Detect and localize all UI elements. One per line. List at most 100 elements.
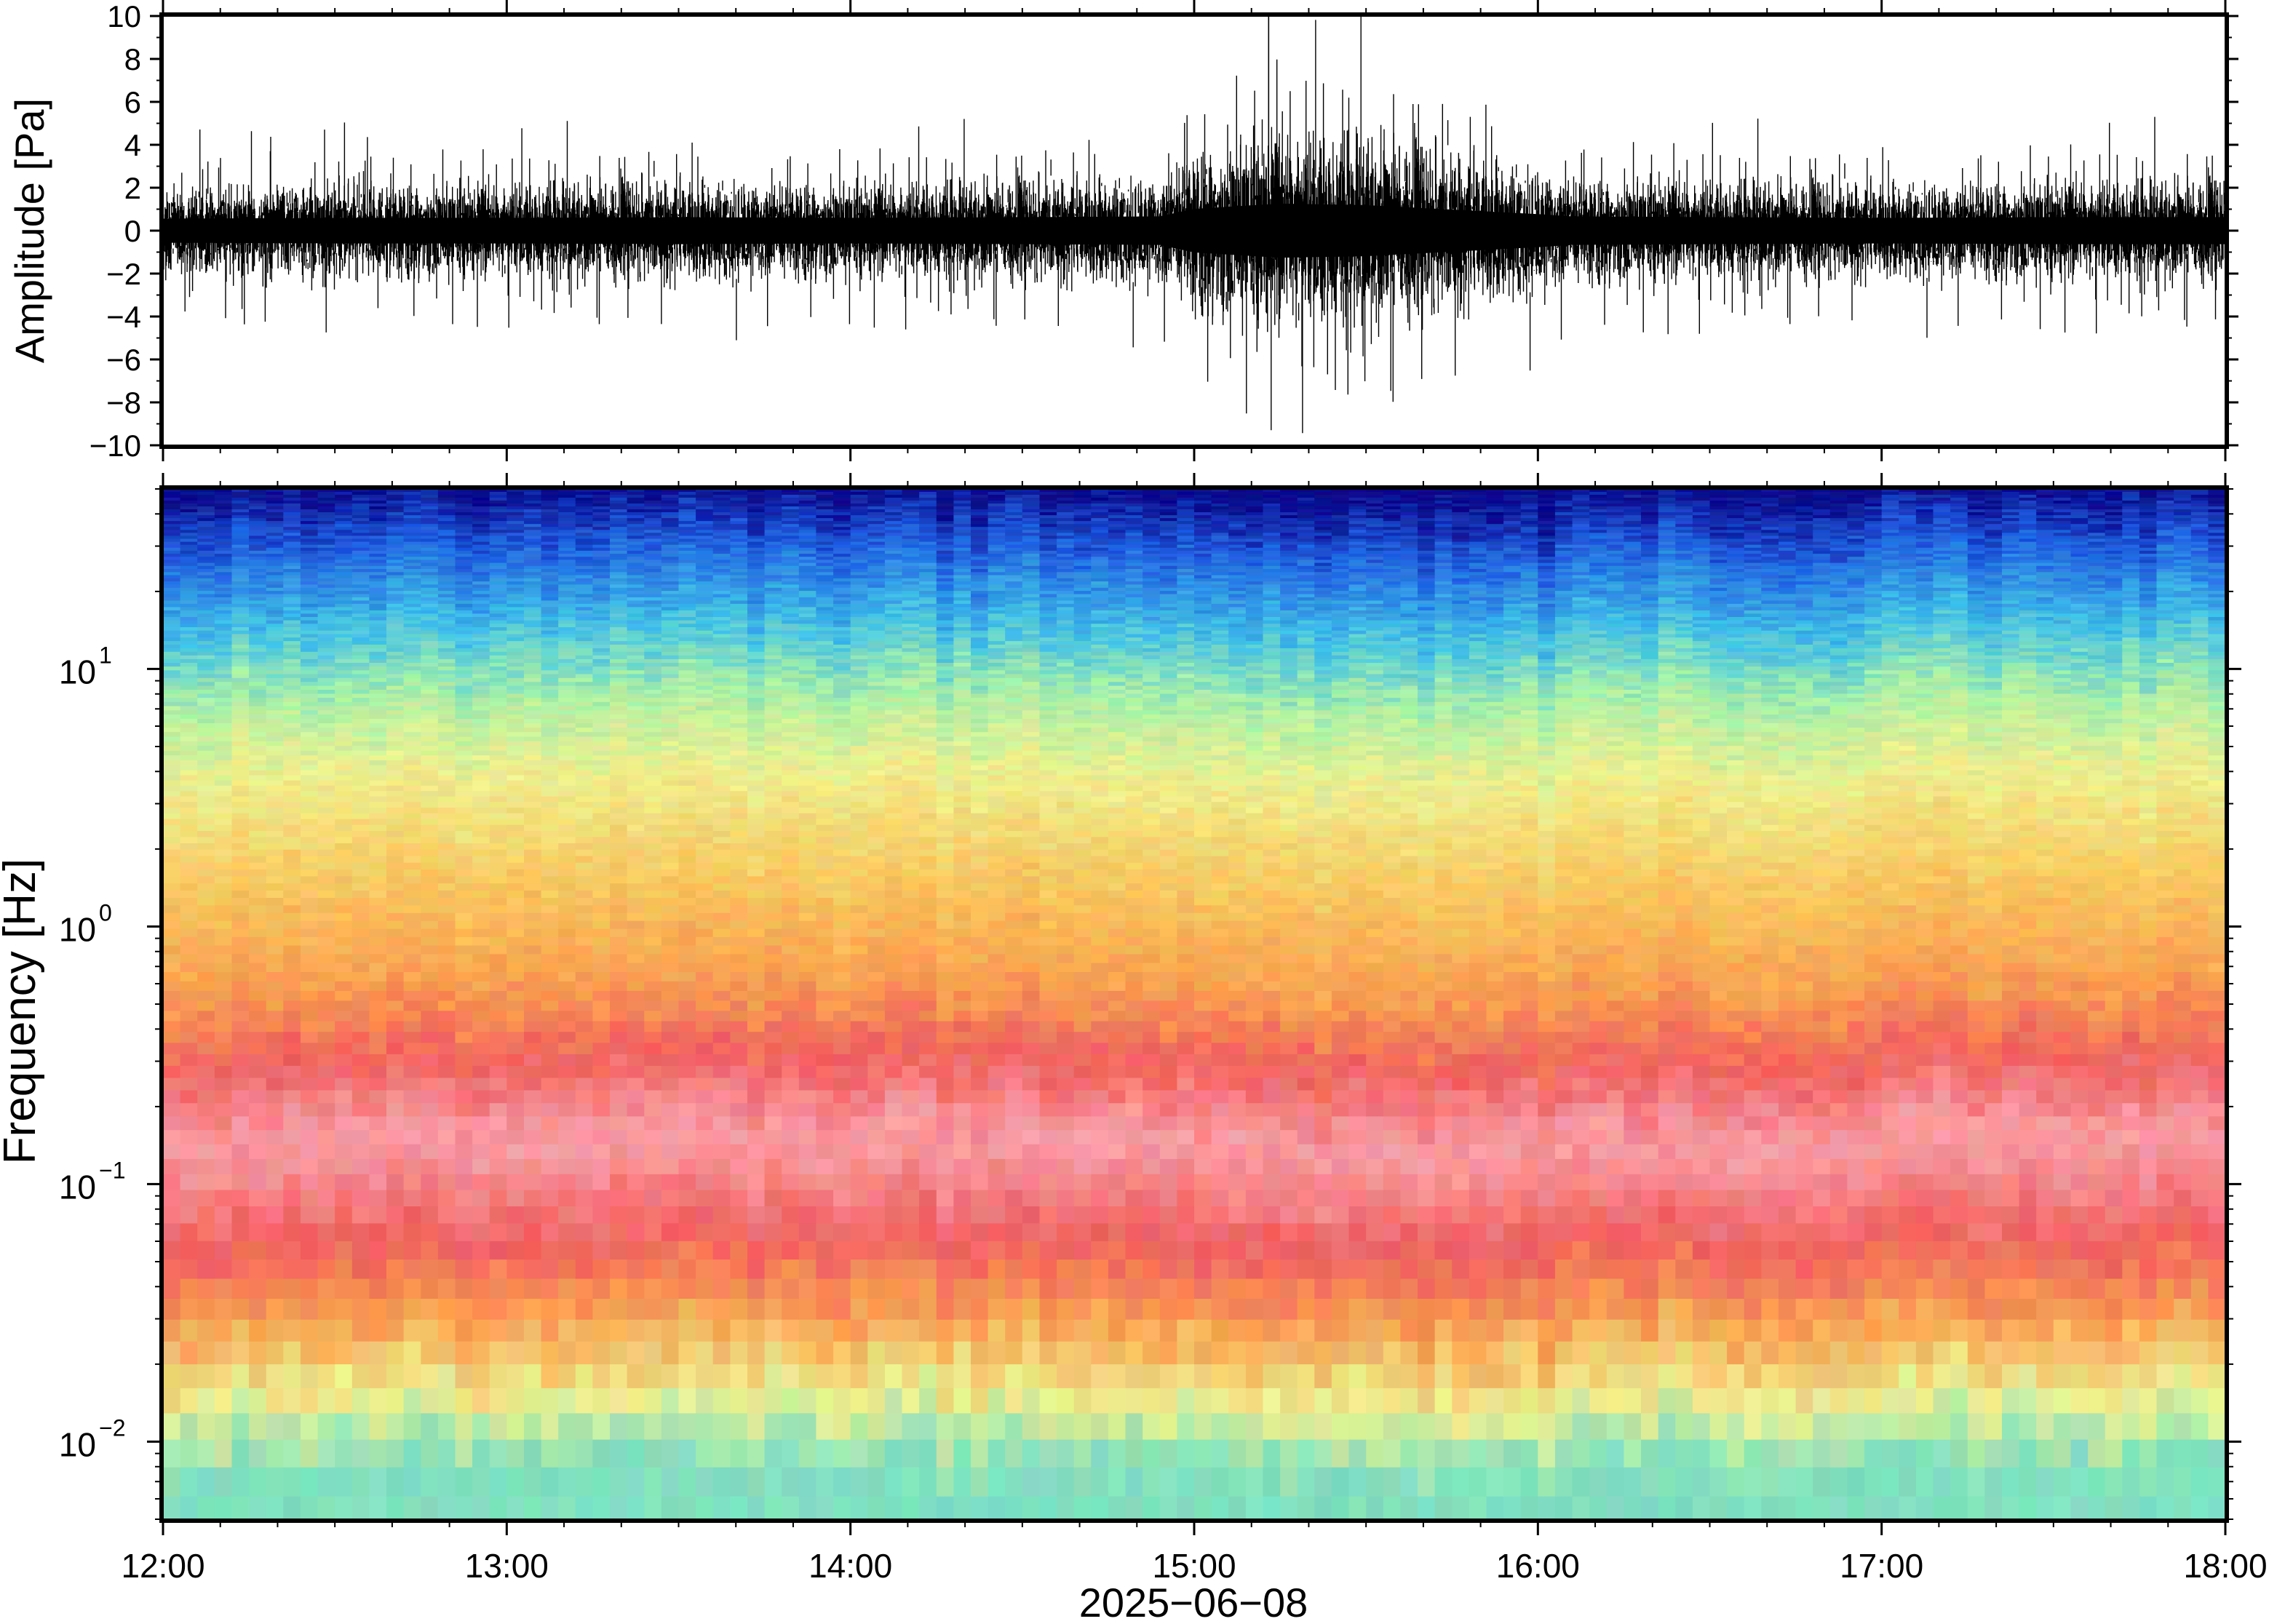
spectrogram-cell bbox=[558, 591, 576, 595]
spectrogram-cell bbox=[678, 785, 696, 792]
spectrogram-cell bbox=[712, 1130, 731, 1145]
spectrogram-cell bbox=[610, 770, 628, 776]
spectrogram-cell bbox=[231, 1319, 250, 1342]
spectrogram-cell bbox=[283, 785, 301, 792]
spectrogram-cell bbox=[266, 1467, 285, 1497]
spectrogram-cell bbox=[489, 796, 508, 803]
spectrogram-cell bbox=[317, 780, 335, 787]
spectrogram-cell bbox=[558, 693, 576, 698]
waveform-series bbox=[163, 16, 2225, 434]
spectrogram-cell bbox=[455, 928, 473, 938]
spectrogram-cell bbox=[712, 627, 731, 632]
spectrogram-cell bbox=[403, 509, 421, 513]
spectrogram-cell bbox=[524, 750, 542, 756]
spectrogram-cell bbox=[489, 530, 508, 533]
spectrogram-cell bbox=[541, 981, 559, 992]
spectrogram-cell bbox=[644, 849, 662, 857]
spectrogram-cell bbox=[489, 1158, 508, 1175]
spectrogram-cell bbox=[696, 554, 714, 557]
spectrogram-cell bbox=[403, 802, 421, 808]
spectrogram-cell bbox=[266, 655, 285, 660]
spectrogram-cell bbox=[627, 634, 645, 638]
spectrogram-cell bbox=[558, 765, 576, 771]
spectrogram-cell bbox=[197, 498, 215, 501]
spectrogram-cell bbox=[231, 536, 250, 540]
spectrogram-cell bbox=[489, 591, 508, 595]
spectrogram-cell bbox=[678, 905, 696, 914]
spectrogram-cell bbox=[421, 698, 439, 703]
spectrogram-cell bbox=[351, 920, 370, 930]
spectrogram-cell bbox=[317, 630, 335, 635]
spectrogram-cell bbox=[627, 581, 645, 585]
spectrogram-cell bbox=[541, 565, 559, 570]
spectrogram-cell bbox=[472, 862, 490, 870]
spectrogram-cell bbox=[180, 603, 198, 608]
spectrogram-cell bbox=[249, 1032, 267, 1043]
spectrogram-cell bbox=[369, 912, 387, 922]
spectrogram-cell bbox=[627, 489, 645, 493]
spectrogram-cell bbox=[266, 501, 285, 504]
spectrogram-cell bbox=[455, 489, 473, 493]
spectrogram-cell bbox=[317, 533, 335, 536]
spectrogram-cell bbox=[317, 1413, 335, 1441]
spectrogram-cell bbox=[678, 651, 696, 656]
spectrogram-cell bbox=[386, 610, 405, 615]
spectrogram-cell bbox=[335, 550, 353, 554]
spectrogram-cell bbox=[524, 607, 542, 611]
spectrogram-cell bbox=[180, 512, 198, 516]
spectrogram-cell bbox=[558, 831, 576, 837]
spectrogram-cell bbox=[386, 1103, 405, 1117]
spectrogram-cell bbox=[575, 587, 594, 592]
spectrogram-cell bbox=[335, 912, 353, 922]
spectrogram-cell bbox=[644, 1158, 662, 1175]
spectrogram-cell bbox=[575, 630, 594, 635]
spectrogram-cell bbox=[644, 603, 662, 608]
spectrogram-cell bbox=[472, 620, 490, 624]
spectrogram-cell bbox=[678, 701, 696, 707]
spectrogram-cell bbox=[369, 746, 387, 752]
spectrogram-cell bbox=[506, 489, 525, 493]
spectrogram-cell bbox=[489, 538, 508, 543]
spectrogram-cell bbox=[214, 1021, 233, 1032]
spectrogram-cell bbox=[249, 990, 267, 1001]
spectrogram-cell bbox=[437, 651, 456, 656]
spectrogram-cell bbox=[214, 645, 233, 649]
spectrogram-cell bbox=[231, 544, 250, 549]
spectrogram-cell bbox=[163, 741, 181, 747]
spectrogram-cell bbox=[369, 569, 387, 573]
spectrogram-cell bbox=[214, 655, 233, 660]
spectrogram-cell bbox=[506, 565, 525, 570]
spectrogram-cell bbox=[472, 603, 490, 608]
spectrogram-cell bbox=[592, 746, 611, 752]
spectrogram-cell bbox=[266, 1130, 285, 1145]
spectrogram-cell bbox=[300, 837, 319, 844]
spectrogram-cell bbox=[592, 690, 611, 695]
spectrogram-cell bbox=[592, 1259, 611, 1280]
spectrogram-cell bbox=[249, 1413, 267, 1441]
spectrogram-cell bbox=[300, 1078, 319, 1091]
spectrogram-cell bbox=[696, 770, 714, 776]
spectrogram-cell bbox=[386, 677, 405, 682]
spectrogram-cell bbox=[472, 843, 490, 851]
spectrogram-cell bbox=[644, 972, 662, 982]
spectrogram-cell bbox=[403, 524, 421, 528]
spectrogram-cell bbox=[403, 741, 421, 747]
spectrogram-cell bbox=[730, 648, 748, 653]
spectrogram-cell bbox=[249, 1103, 267, 1117]
spectrogram-cell bbox=[369, 732, 387, 737]
spectrogram-cell bbox=[506, 610, 525, 615]
spectrogram-cell bbox=[437, 710, 456, 715]
spectrogram-cell bbox=[696, 1278, 714, 1299]
spectrogram-cell bbox=[489, 1413, 508, 1441]
spectrogram-cell bbox=[455, 920, 473, 930]
spectrogram-cell bbox=[696, 560, 714, 564]
spectrogram-cell bbox=[335, 1341, 353, 1365]
spectrogram-cell bbox=[472, 1319, 490, 1342]
spectrogram-cell bbox=[403, 698, 421, 703]
spectrogram-cell bbox=[214, 1388, 233, 1414]
spectrogram-cell bbox=[558, 587, 576, 592]
spectrogram-cell bbox=[369, 715, 387, 720]
spectrogram-cell bbox=[730, 723, 748, 728]
spectrogram-cell bbox=[696, 719, 714, 724]
spectrogram-cell bbox=[214, 1413, 233, 1441]
